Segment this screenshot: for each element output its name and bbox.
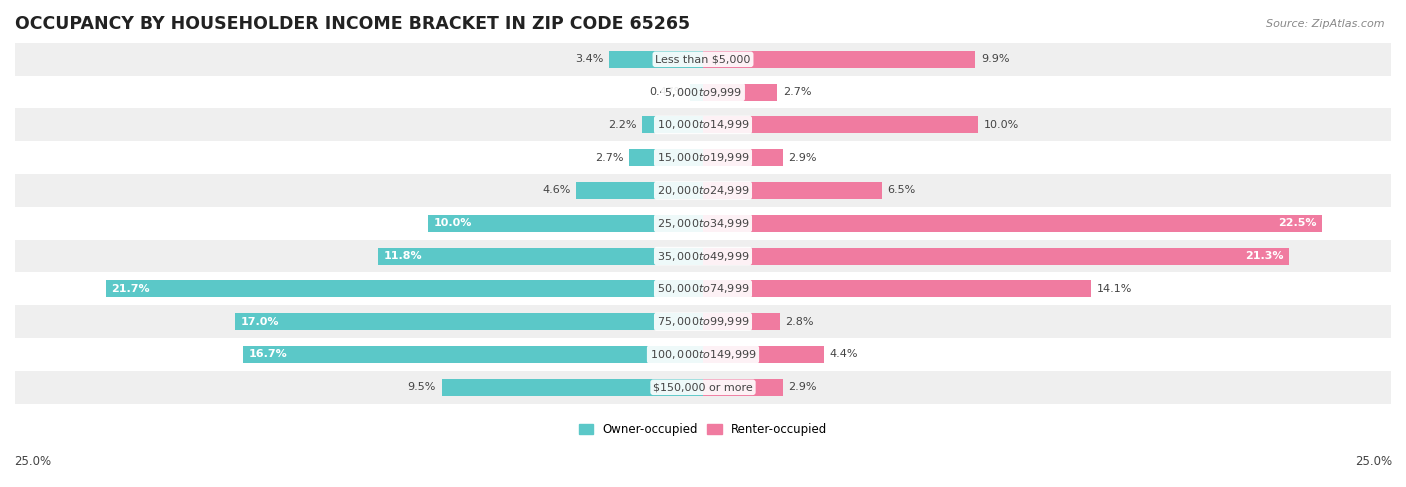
Text: 6.5%: 6.5% [887, 186, 915, 195]
Text: 21.3%: 21.3% [1246, 251, 1284, 261]
Bar [703, 116, 979, 133]
Text: $100,000 to $149,999: $100,000 to $149,999 [650, 348, 756, 361]
Text: 2.2%: 2.2% [609, 120, 637, 130]
Text: 4.6%: 4.6% [543, 186, 571, 195]
Bar [15, 338, 1391, 371]
Bar [15, 305, 1391, 338]
Text: $20,000 to $24,999: $20,000 to $24,999 [657, 184, 749, 197]
Bar [703, 346, 824, 363]
Text: 0.47%: 0.47% [650, 87, 685, 97]
Bar [15, 240, 1391, 273]
Bar [15, 371, 1391, 404]
Bar [703, 84, 778, 101]
Bar [15, 43, 1391, 75]
Text: 25.0%: 25.0% [1355, 454, 1392, 468]
Text: 3.4%: 3.4% [575, 54, 605, 64]
Text: 2.9%: 2.9% [789, 382, 817, 393]
Bar [15, 273, 1391, 305]
Bar [15, 75, 1391, 109]
Text: 2.9%: 2.9% [789, 153, 817, 163]
Bar [427, 215, 703, 232]
Bar [703, 182, 882, 199]
Text: 10.0%: 10.0% [433, 218, 471, 228]
Bar [703, 149, 783, 166]
Bar [15, 174, 1391, 207]
Bar [243, 346, 703, 363]
Text: $35,000 to $49,999: $35,000 to $49,999 [657, 249, 749, 262]
Text: 4.4%: 4.4% [830, 350, 858, 359]
Bar [703, 215, 1322, 232]
Bar [15, 109, 1391, 141]
Text: $50,000 to $74,999: $50,000 to $74,999 [657, 282, 749, 296]
Text: 10.0%: 10.0% [984, 120, 1019, 130]
Bar [703, 281, 1091, 298]
Text: 2.8%: 2.8% [786, 317, 814, 327]
Text: 2.7%: 2.7% [595, 153, 623, 163]
Text: $10,000 to $14,999: $10,000 to $14,999 [657, 118, 749, 131]
Bar [15, 141, 1391, 174]
Text: 16.7%: 16.7% [249, 350, 288, 359]
Bar [703, 313, 780, 330]
Text: 9.9%: 9.9% [981, 54, 1010, 64]
Text: $75,000 to $99,999: $75,000 to $99,999 [657, 315, 749, 328]
Bar [235, 313, 703, 330]
Bar [378, 247, 703, 264]
Bar [609, 51, 703, 68]
Bar [703, 247, 1289, 264]
Text: Source: ZipAtlas.com: Source: ZipAtlas.com [1267, 19, 1385, 30]
Text: $25,000 to $34,999: $25,000 to $34,999 [657, 217, 749, 230]
Text: Less than $5,000: Less than $5,000 [655, 54, 751, 64]
Bar [441, 379, 703, 396]
Text: 21.7%: 21.7% [111, 284, 150, 294]
Text: 22.5%: 22.5% [1278, 218, 1316, 228]
Text: 9.5%: 9.5% [408, 382, 436, 393]
Bar [703, 379, 783, 396]
Text: 11.8%: 11.8% [384, 251, 422, 261]
Text: 2.7%: 2.7% [783, 87, 811, 97]
Text: $5,000 to $9,999: $5,000 to $9,999 [664, 86, 742, 98]
Legend: Owner-occupied, Renter-occupied: Owner-occupied, Renter-occupied [574, 419, 832, 441]
Bar [643, 116, 703, 133]
Bar [628, 149, 703, 166]
Text: 14.1%: 14.1% [1097, 284, 1132, 294]
Text: $15,000 to $19,999: $15,000 to $19,999 [657, 151, 749, 164]
Text: 17.0%: 17.0% [240, 317, 280, 327]
Bar [105, 281, 703, 298]
Bar [690, 84, 703, 101]
Bar [576, 182, 703, 199]
Text: 25.0%: 25.0% [14, 454, 51, 468]
Bar [15, 207, 1391, 240]
Text: OCCUPANCY BY HOUSEHOLDER INCOME BRACKET IN ZIP CODE 65265: OCCUPANCY BY HOUSEHOLDER INCOME BRACKET … [15, 15, 690, 33]
Text: $150,000 or more: $150,000 or more [654, 382, 752, 393]
Bar [703, 51, 976, 68]
